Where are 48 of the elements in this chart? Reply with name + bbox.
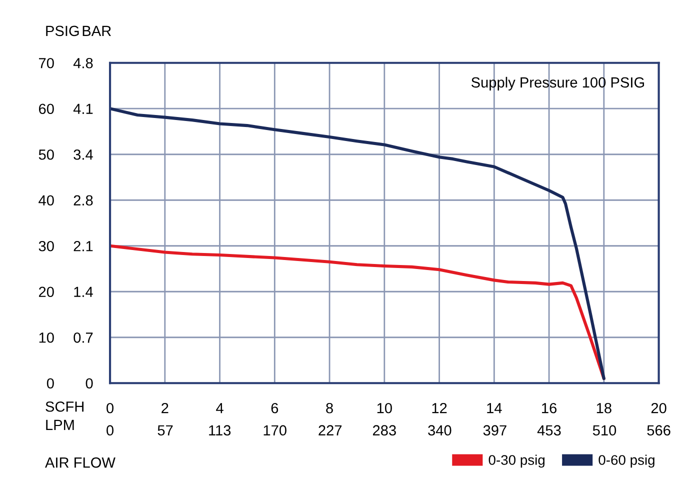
x2-tick-label: 170 xyxy=(264,425,286,436)
y2-tick-label: 4.1 xyxy=(73,104,93,114)
y-tick-label: 30 xyxy=(38,240,54,252)
y-tick-label: 10 xyxy=(39,332,54,343)
x2-tick-label: 0 xyxy=(106,425,114,436)
y2-tick-label: 2.8 xyxy=(74,195,93,206)
y-tick-label: 70 xyxy=(39,58,54,68)
y2-tick-label: 0.7 xyxy=(74,332,93,343)
x-tick-label: 14 xyxy=(487,403,502,414)
x-tick-label: 8 xyxy=(326,402,333,414)
y2-tick-label: 0 xyxy=(86,378,93,389)
x-tick-label: 6 xyxy=(271,402,278,414)
x2-tick-label: 57 xyxy=(158,425,173,436)
x-tick-label: 0 xyxy=(106,402,114,414)
x2-axis-title: LPM xyxy=(46,420,74,430)
y-tick-label: 0 xyxy=(46,378,54,389)
legend-label: 0-30 psig xyxy=(488,454,544,468)
y2-axis-title: BAR xyxy=(82,26,111,36)
x2-tick-label: 566 xyxy=(647,425,670,436)
y2-tick-label: 3.4 xyxy=(74,149,93,160)
x-tick-label: 16 xyxy=(542,402,557,414)
y-tick-label: 40 xyxy=(38,195,54,206)
y2-tick-label: 2.1 xyxy=(74,240,93,252)
legend-label: 0-60 psig xyxy=(598,454,654,468)
text: SCFH xyxy=(46,401,84,412)
x-tick-label: 20 xyxy=(651,402,666,414)
x-tick-label: 10 xyxy=(377,402,392,414)
x2-tick-label: 227 xyxy=(318,425,342,436)
annotation: Supply Pressure 100 PSIG xyxy=(471,76,644,90)
x2-tick-label: 283 xyxy=(372,425,396,436)
x-tick-label: 2 xyxy=(162,402,168,414)
y-tick-label: 60 xyxy=(38,104,54,114)
x2-tick-label: 113 xyxy=(209,425,231,436)
x2-tick-label: 340 xyxy=(428,425,452,436)
x2-tick-label: 453 xyxy=(537,425,561,436)
line-series xyxy=(110,244,606,380)
line-series xyxy=(110,107,606,380)
x2-tick-label: 510 xyxy=(592,425,616,436)
y-axis-title: PSIG xyxy=(46,26,79,36)
y-tick-label: 20 xyxy=(38,286,54,298)
x-tick-label: 12 xyxy=(432,402,447,414)
x-axis-title: AIR FLOW xyxy=(45,457,116,468)
x-tick-label: 4 xyxy=(216,403,224,414)
y2-tick-label: 1.4 xyxy=(74,286,93,297)
x2-tick-label: 397 xyxy=(483,425,506,436)
x-tick-label: 18 xyxy=(596,402,612,414)
y-tick-label: 50 xyxy=(38,149,54,160)
y2-tick-label: 4.8 xyxy=(73,58,93,68)
